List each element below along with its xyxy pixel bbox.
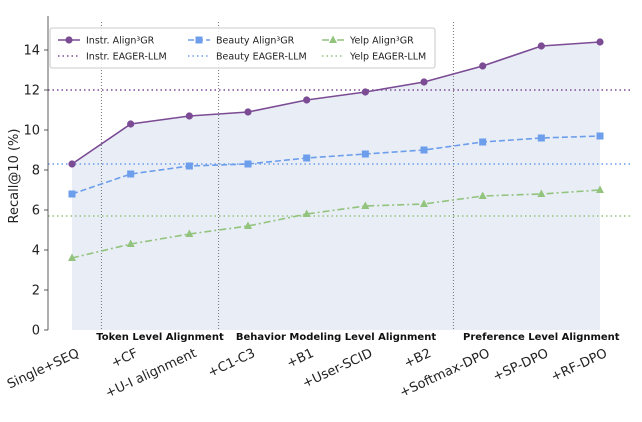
legend-marker <box>65 36 73 44</box>
data-point <box>68 253 76 261</box>
data-point <box>420 78 428 86</box>
legend-label: Beauty Align³GR <box>216 36 295 47</box>
data-point <box>420 199 428 207</box>
data-point <box>68 160 76 168</box>
data-point <box>303 154 311 162</box>
data-point <box>185 112 193 120</box>
legend-entry: Instr. EAGER-LLM <box>58 52 167 63</box>
data-point <box>537 134 545 142</box>
x-tick-label: +RF-DPO <box>549 346 610 385</box>
area-fill-region <box>72 42 600 330</box>
data-point <box>596 38 604 46</box>
legend-entry: Yelp EAGER-LLM <box>322 52 426 63</box>
legend-label: Beauty EAGER-LLM <box>216 52 307 63</box>
data-point <box>596 132 604 140</box>
data-point <box>244 108 252 116</box>
series-0 <box>68 38 604 168</box>
legend-label: Instr. Align³GR <box>86 36 155 47</box>
data-point <box>479 138 487 146</box>
data-point <box>68 190 76 198</box>
data-point <box>303 96 311 104</box>
x-tick-label: +B1 <box>285 346 317 371</box>
data-point <box>185 229 194 237</box>
legend-marker <box>329 35 337 43</box>
y-tick-label: 2 <box>32 284 40 299</box>
section-label: Behavior Modeling Level Alignment <box>236 332 436 343</box>
data-point <box>361 201 370 209</box>
data-point <box>127 120 135 128</box>
legend: Instr. Align³GR Beauty Align³GR Yelp Align… <box>49 27 436 69</box>
legend-label: Yelp EAGER-LLM <box>349 52 426 63</box>
y-tick-label: 6 <box>32 204 40 219</box>
series-lines <box>68 38 604 261</box>
x-tick-label: +B2 <box>402 346 434 371</box>
y-tick-label: 8 <box>32 164 40 179</box>
legend-entry: Instr. Align³GR <box>58 36 155 47</box>
data-point <box>420 146 428 154</box>
legend-label: Instr. EAGER-LLM <box>86 52 167 63</box>
y-tick-label: 0 <box>32 324 40 339</box>
data-point <box>244 160 252 168</box>
y-tick-label: 4 <box>32 244 40 259</box>
data-point <box>537 42 545 50</box>
section-label: Token Level Alignment <box>96 332 224 343</box>
y-tick-label: 10 <box>23 124 40 139</box>
y-tick-label: 14 <box>23 44 40 59</box>
legend-entry: Beauty EAGER-LLM <box>188 52 307 63</box>
y-tick-label: 12 <box>23 84 40 99</box>
series-line <box>71 41 601 165</box>
section-label: Preference Level Alignment <box>463 332 620 343</box>
legend-entry: Beauty Align³GR <box>188 36 295 47</box>
legend-box <box>49 27 436 69</box>
series-line <box>71 135 601 195</box>
data-point <box>479 62 487 70</box>
data-point <box>537 189 546 197</box>
legend-marker <box>195 36 203 44</box>
data-point <box>127 170 135 178</box>
legend-label: Yelp Align³GR <box>349 36 414 47</box>
series-line <box>71 189 601 259</box>
data-point <box>361 150 369 158</box>
legend-entry: Yelp Align³GR <box>322 35 414 47</box>
series-2 <box>68 185 604 261</box>
x-tick-label: Single+SEQ <box>5 346 82 392</box>
area-fill <box>72 42 600 330</box>
data-point <box>478 191 487 199</box>
data-point <box>244 221 252 229</box>
data-point <box>126 239 135 247</box>
data-point <box>361 88 369 96</box>
series-1 <box>68 132 604 198</box>
x-tick-label: +SP-DPO <box>491 346 551 385</box>
y-axis-label: Recall@10 (%) <box>7 129 22 224</box>
data-point <box>302 209 311 217</box>
x-tick-label: +C1-C3 <box>206 346 258 381</box>
data-point <box>185 162 193 170</box>
x-tick-label: +CF <box>109 346 140 371</box>
data-point <box>596 185 604 193</box>
